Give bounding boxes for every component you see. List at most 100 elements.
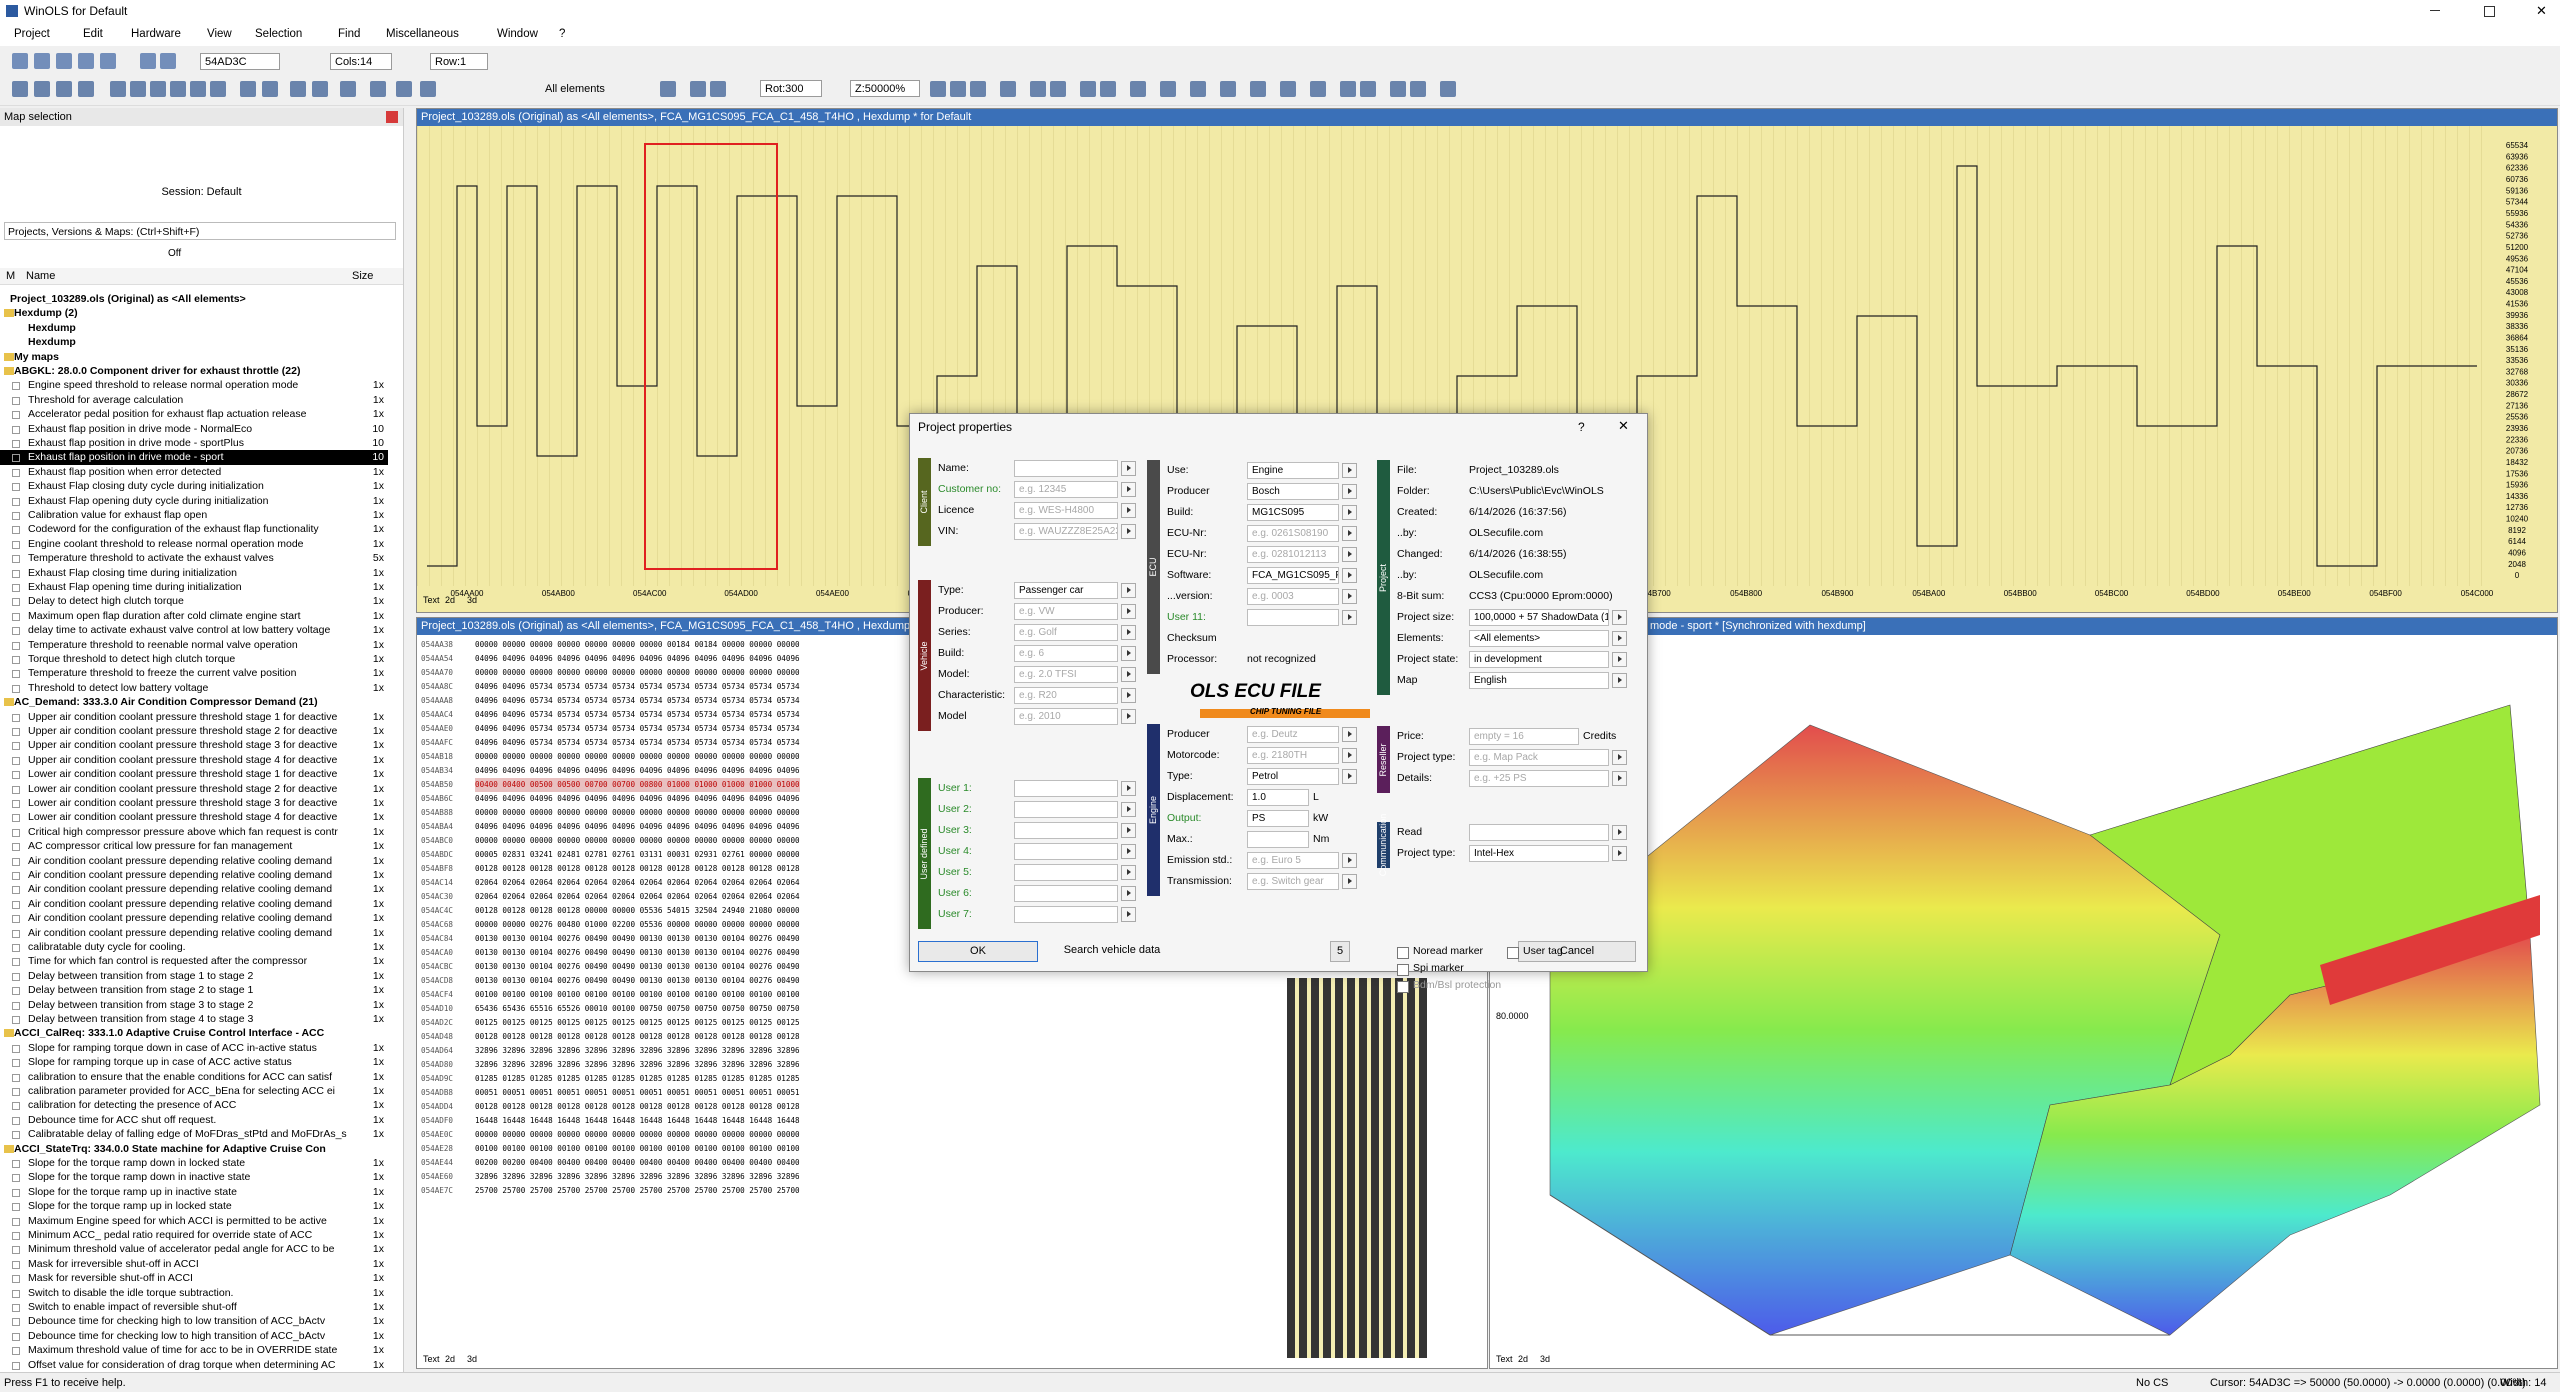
toolbar-button[interactable]: [1440, 81, 1456, 97]
filter-off[interactable]: Off: [168, 248, 182, 259]
field-input[interactable]: FCA_MG1CS095_F: [1247, 567, 1339, 584]
cols-box[interactable]: Cols:14: [330, 53, 392, 70]
field-input[interactable]: [1247, 609, 1339, 626]
toolbar-button[interactable]: [100, 53, 116, 69]
field-button[interactable]: [1121, 646, 1136, 661]
map-item[interactable]: Critical high compressor pressure above …: [0, 825, 388, 839]
field-button[interactable]: [1121, 625, 1136, 640]
field-input[interactable]: Intel-Hex: [1469, 845, 1609, 862]
cancel-button[interactable]: Cancel: [1518, 941, 1636, 962]
toolbar-button[interactable]: [690, 81, 706, 97]
map-item[interactable]: Accelerator pedal position for exhaust f…: [0, 407, 388, 421]
search-vehicle-button[interactable]: Search vehicle data: [1063, 944, 1161, 956]
map-item[interactable]: Slope for the torque ramp up in locked s…: [0, 1199, 388, 1213]
field-button[interactable]: [1612, 652, 1627, 667]
field-button[interactable]: [1121, 886, 1136, 901]
field-button[interactable]: [1121, 844, 1136, 859]
map-item[interactable]: Slope for ramping torque down in case of…: [0, 1041, 388, 1055]
field-input[interactable]: e.g. Switch gear: [1247, 873, 1339, 890]
field-input[interactable]: [1014, 885, 1118, 902]
menu-item[interactable]: Selection: [255, 28, 303, 40]
tree-folder[interactable]: My maps: [0, 350, 388, 364]
map-item[interactable]: Slope for the torque ramp up in inactive…: [0, 1185, 388, 1199]
field-input[interactable]: [1014, 801, 1118, 818]
map-item[interactable]: Switch to enable impact of reversible sh…: [0, 1300, 388, 1314]
field-button[interactable]: [1342, 874, 1357, 889]
map-item[interactable]: Maximum threshold value of time for acc …: [0, 1343, 388, 1357]
field-input[interactable]: [1469, 824, 1609, 841]
field-input[interactable]: e.g. +25 PS: [1469, 770, 1609, 787]
map-item[interactable]: Maximum open flap duration after cold cl…: [0, 609, 388, 623]
field-input[interactable]: e.g. 6: [1014, 645, 1118, 662]
map-item[interactable]: Air condition coolant pressure depending…: [0, 868, 388, 882]
field-input[interactable]: e.g. 2.0 TFSI: [1014, 666, 1118, 683]
field-button[interactable]: [1121, 709, 1136, 724]
map-item[interactable]: Time for which fan control is requested …: [0, 954, 388, 968]
toolbar-button[interactable]: [56, 53, 72, 69]
field-input[interactable]: <All elements>: [1469, 630, 1609, 647]
toolbar-button[interactable]: [1190, 81, 1206, 97]
map-item[interactable]: Temperature threshold to freeze the curr…: [0, 666, 388, 680]
toolbar-button[interactable]: [210, 81, 226, 97]
menu-item[interactable]: Project: [14, 28, 50, 40]
map-item[interactable]: Offset value for consideration of drag t…: [0, 1358, 388, 1372]
toolbar-button[interactable]: [110, 81, 126, 97]
toolbar-button[interactable]: [130, 81, 146, 97]
field-input[interactable]: e.g. VW: [1014, 603, 1118, 620]
toolbar-button[interactable]: [1220, 81, 1236, 97]
map-item[interactable]: Temperature threshold to reenable normal…: [0, 638, 388, 652]
toolbar-button[interactable]: [340, 81, 356, 97]
map-item[interactable]: Exhaust Flap closing duty cycle during i…: [0, 479, 388, 493]
map-item[interactable]: Engine coolant threshold to release norm…: [0, 537, 388, 551]
view-tab[interactable]: 2d: [1518, 1354, 1529, 1364]
map-item[interactable]: Upper air condition coolant pressure thr…: [0, 753, 388, 767]
map-item[interactable]: Minimum ACC_ pedal ratio required for ov…: [0, 1228, 388, 1242]
toolbar-button[interactable]: [1280, 81, 1296, 97]
toolbar-button[interactable]: [160, 53, 176, 69]
field-input[interactable]: [1014, 906, 1118, 923]
field-button[interactable]: [1612, 631, 1627, 646]
toolbar-button[interactable]: [660, 81, 676, 97]
toolbar-button[interactable]: [12, 53, 28, 69]
tree-folder[interactable]: Project_103289.ols (Original) as <All el…: [0, 292, 388, 306]
map-item[interactable]: Maximum Engine speed for which ACCI is p…: [0, 1214, 388, 1228]
field-input[interactable]: PS: [1247, 810, 1309, 827]
view-tab[interactable]: 2d: [445, 595, 456, 605]
toolbar-button[interactable]: [56, 81, 72, 97]
map-item[interactable]: Temperature threshold to activate the ex…: [0, 551, 388, 565]
field-input[interactable]: 100,0000 + 57 ShadowData (1x): [1469, 609, 1609, 626]
map-item[interactable]: Delay between transition from stage 3 to…: [0, 998, 388, 1012]
field-button[interactable]: [1612, 825, 1627, 840]
view-tab[interactable]: 3d: [467, 1354, 478, 1364]
toolbar-button[interactable]: [1100, 81, 1116, 97]
map-item[interactable]: Lower air condition coolant pressure thr…: [0, 796, 388, 810]
checkbox[interactable]: [1397, 981, 1409, 993]
map-item[interactable]: Air condition coolant pressure depending…: [0, 911, 388, 925]
toolbar-button[interactable]: [1390, 81, 1406, 97]
map-item[interactable]: Slope for the torque ramp down in inacti…: [0, 1170, 388, 1184]
toolbar-button[interactable]: [1080, 81, 1096, 97]
toolbar-button[interactable]: [150, 81, 166, 97]
map-item[interactable]: calibratable duty cycle for cooling. 1x: [0, 940, 388, 954]
tree-folder[interactable]: ABGKL: 28.0.0 Component driver for exhau…: [0, 364, 388, 378]
toolbar-button[interactable]: [34, 53, 50, 69]
field-button[interactable]: [1121, 865, 1136, 880]
view-tab[interactable]: 2d: [445, 1354, 456, 1364]
map-item[interactable]: Calibratable delay of falling edge of Mo…: [0, 1127, 388, 1141]
count-button[interactable]: 5: [1330, 941, 1350, 962]
toolbar-button[interactable]: [1030, 81, 1046, 97]
field-button[interactable]: [1121, 461, 1136, 476]
toolbar-button[interactable]: [262, 81, 278, 97]
field-input[interactable]: e.g. 2180TH: [1247, 747, 1339, 764]
map-item[interactable]: Debounce time for checking low to high t…: [0, 1329, 388, 1343]
field-button[interactable]: [1121, 583, 1136, 598]
field-button[interactable]: [1612, 750, 1627, 765]
toolbar-button[interactable]: [1130, 81, 1146, 97]
field-button[interactable]: [1612, 673, 1627, 688]
toolbar-button[interactable]: [1360, 81, 1376, 97]
toolbar-button[interactable]: [1310, 81, 1326, 97]
menu-item[interactable]: Window: [497, 28, 538, 40]
toolbar-button[interactable]: [170, 81, 186, 97]
field-input[interactable]: Engine: [1247, 462, 1339, 479]
menu-item[interactable]: Find: [338, 28, 361, 40]
